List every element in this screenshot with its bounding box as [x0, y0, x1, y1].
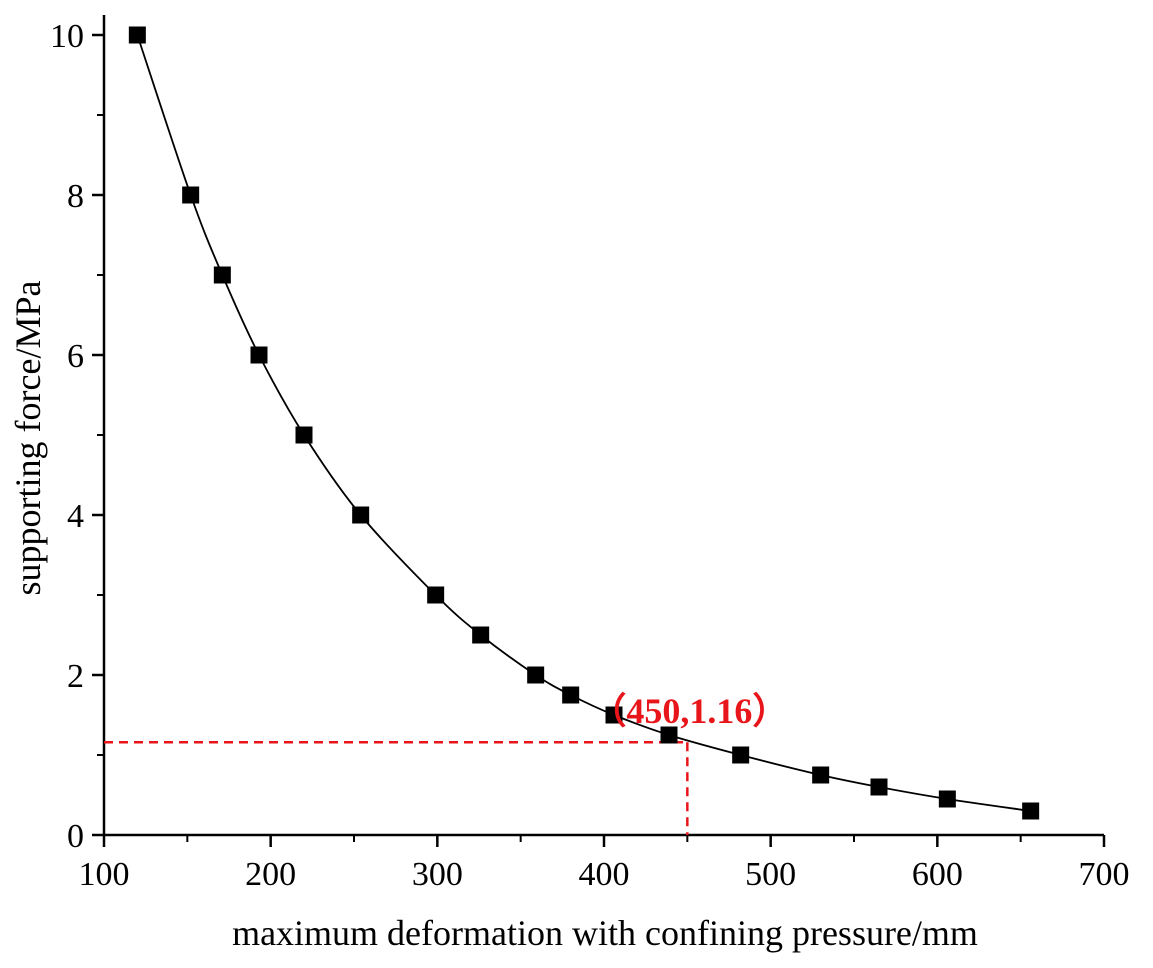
data-point: [295, 426, 313, 444]
data-point: [605, 706, 623, 724]
x-axis-title: maximum deformation with confining press…: [232, 913, 978, 953]
reference-lines: [104, 740, 689, 835]
annotation-label: （450,1.16）: [590, 691, 788, 731]
data-point: [472, 626, 490, 644]
data-point: [660, 726, 678, 744]
y-tick-label: 6: [67, 338, 84, 375]
data-point: [182, 186, 200, 204]
data-point: [812, 766, 830, 784]
data-point: [352, 506, 370, 524]
data-point: [870, 778, 888, 796]
y-tick-label: 8: [67, 178, 84, 215]
series-line: [136, 34, 1031, 812]
x-tick-label: 100: [79, 856, 130, 893]
data-point: [1022, 802, 1040, 820]
data-point: [527, 666, 545, 684]
data-point: [938, 790, 956, 808]
x-ticks: 100 200 300 400 500 600 700: [79, 835, 1130, 893]
x-tick-label: 400: [579, 856, 630, 893]
x-tick-label: 600: [912, 856, 963, 893]
y-tick-label: 0: [67, 818, 84, 855]
data-point: [427, 586, 445, 604]
x-tick-label: 300: [412, 856, 463, 893]
x-tick-label: 500: [745, 856, 796, 893]
data-point: [250, 346, 268, 364]
data-point: [128, 26, 146, 44]
data-point: [213, 266, 231, 284]
annotations: （450,1.16）: [590, 691, 788, 731]
data-point: [732, 746, 750, 764]
y-tick-label: 10: [50, 18, 84, 55]
y-tick-label: 4: [67, 498, 84, 535]
series: [128, 26, 1040, 820]
y-ticks: 0 2 4 6 8 10: [50, 18, 104, 855]
x-tick-label: 200: [245, 856, 296, 893]
y-tick-label: 2: [67, 658, 84, 695]
x-tick-label: 700: [1079, 856, 1130, 893]
data-point: [562, 686, 580, 704]
y-axis-title: supporting force/MPa: [8, 281, 48, 596]
